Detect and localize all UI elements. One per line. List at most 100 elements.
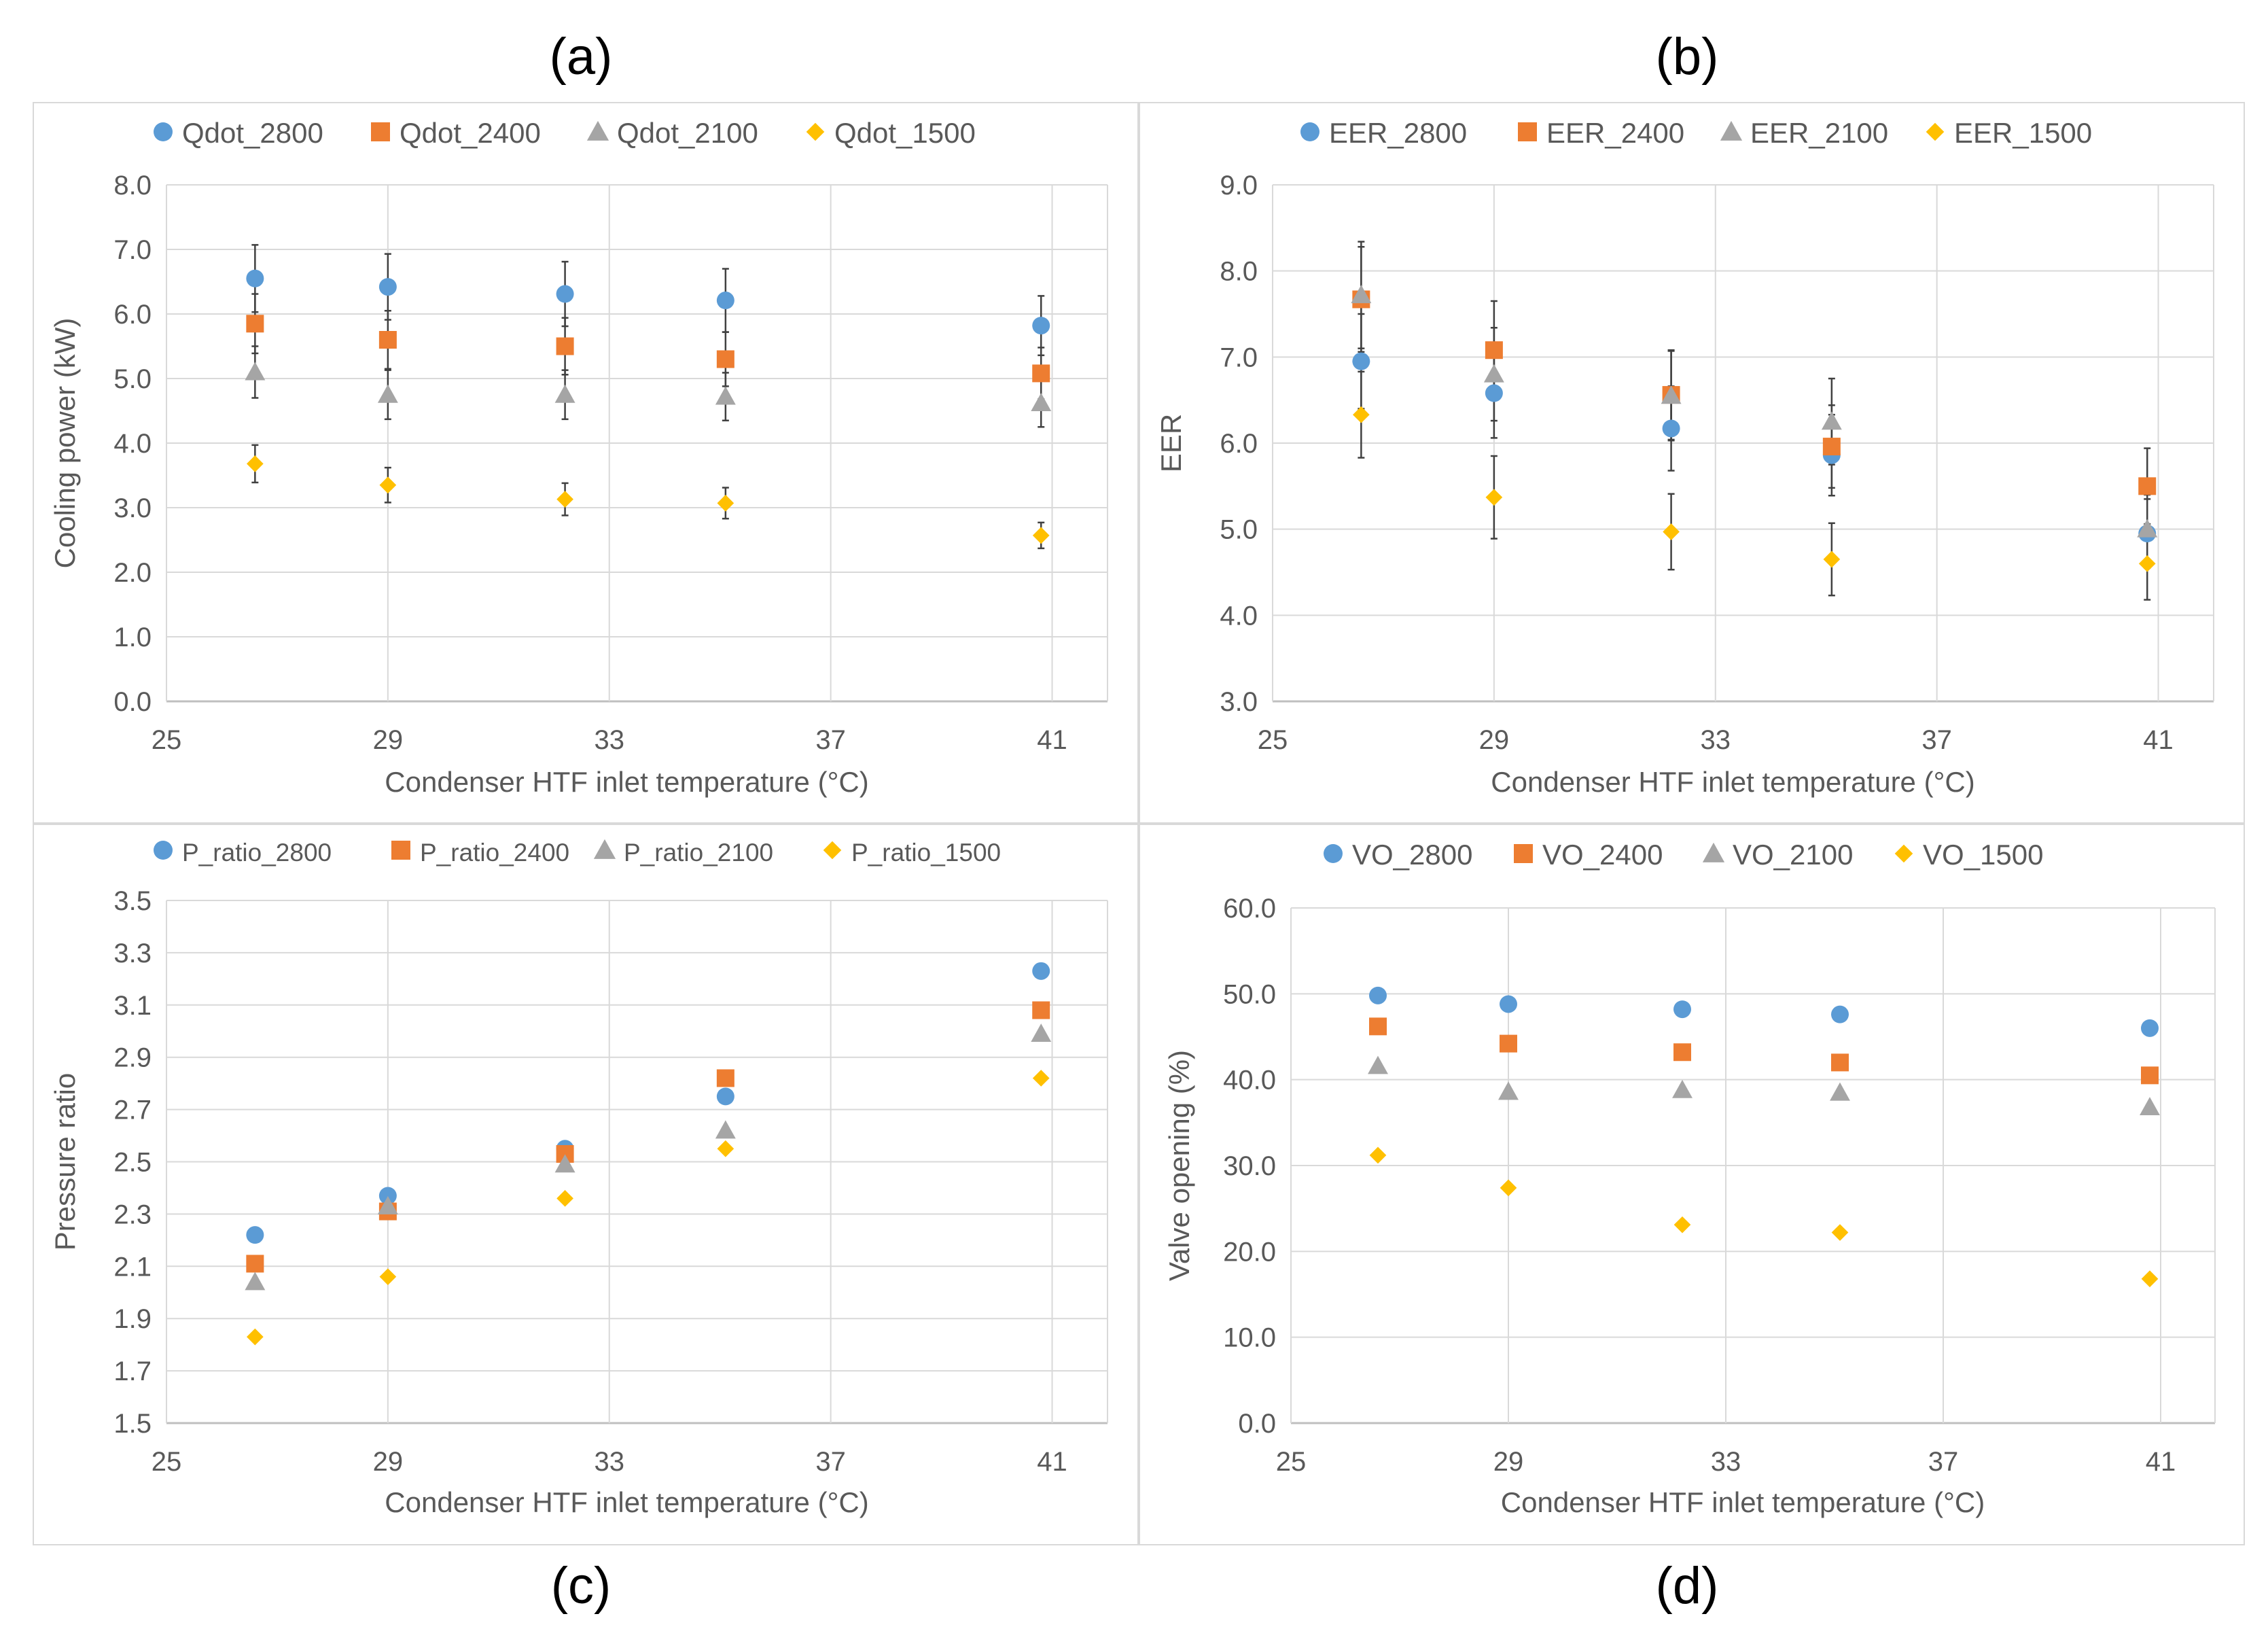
legend-marker-EER_2800 [1300,122,1319,141]
x-tick-label: 37 [1921,725,1952,755]
data-point-VO_2800 [2141,1019,2159,1037]
chart-c: 1.5 1.7 1.9 2.1 2.3 2.5 2.7 2.9 3.1 3.3 3.5 25 29 33 3… [49,839,1108,1518]
y-tick-label: 1.5 [113,1409,152,1439]
y-tick-label: 5.0 [113,364,152,394]
y-tick-label: 1.0 [113,623,152,652]
legend-marker-Qdot_1500 [806,122,825,141]
x-tick-label: 41 [2143,725,2174,755]
data-point-Qdot_2100 [715,386,736,405]
x-tick-label: 33 [1711,1447,1741,1477]
data-point-VO_2400 [2141,1066,2159,1085]
data-point-P_ratio_2800 [716,1087,734,1106]
data-point-VO_1500 [1831,1224,1849,1241]
data-point-EER_2100 [1483,364,1504,383]
chart-a-frame [33,102,1139,824]
x-axis-label: Condenser HTF inlet temperature (°C) [1501,1486,1985,1518]
data-point-P_ratio_1500 [556,1189,573,1207]
data-point-EER_2400 [1822,438,1841,456]
y-tick-label: 20.0 [1223,1237,1276,1267]
y-tick-label: 6.0 [1220,429,1258,459]
y-tick-label: 9.0 [1220,171,1258,200]
data-point-P_ratio_2100 [554,1154,575,1173]
data-point-Qdot_2800 [246,269,264,287]
data-point-EER_2100 [1351,285,1372,304]
y-tick-label: 2.7 [113,1096,152,1125]
panel-label-c: (c) [550,1557,612,1615]
y-tick-label: 0.0 [113,687,152,717]
data-point-Qdot_2400 [556,337,574,355]
y-tick-label: 3.3 [113,939,152,968]
data-point-EER_1500 [1823,550,1841,568]
x-tick-label: 41 [1037,1447,1067,1477]
legend-label-Qdot_2800: Qdot_2800 [182,117,323,149]
x-tick-label: 25 [1258,725,1288,755]
data-point-VO_2800 [1369,986,1387,1004]
data-point-VO_2400 [1369,1017,1387,1036]
legend-marker-P_ratio_2800 [154,841,173,860]
y-tick-label: 8.0 [113,171,152,200]
data-point-Qdot_2100 [554,384,575,403]
x-tick-label: 37 [1928,1447,1959,1477]
data-point-Qdot_2400 [716,350,734,368]
legend-marker-Qdot_2400 [371,122,390,141]
legend-label-EER_2800: EER_2800 [1329,117,1467,149]
data-point-Qdot_2400 [246,315,264,333]
data-point-P_ratio_1500 [247,1328,264,1346]
y-tick-label: 4.0 [1220,601,1258,631]
x-tick-label: 41 [1037,725,1067,755]
data-point-EER_1500 [2138,555,2156,572]
y-tick-label: 40.0 [1223,1066,1276,1096]
legend-marker-VO_2400 [1514,844,1533,863]
data-point-Qdot_2400 [378,331,397,349]
data-point-EER_1500 [1663,523,1680,540]
data-point-P_ratio_1500 [717,1140,734,1157]
legend-label-P_ratio_2100: P_ratio_2100 [624,839,773,866]
data-point-Qdot_1500 [379,476,397,494]
chart-b-frame [1139,102,2245,824]
data-point-P_ratio_1500 [1032,1070,1050,1087]
data-point-Qdot_2800 [556,285,574,303]
data-point-VO_1500 [2141,1270,2159,1288]
legend-label-VO_2100: VO_2100 [1733,839,1853,871]
data-point-EER_2100 [1661,385,1682,404]
x-tick-label: 25 [152,1447,182,1477]
y-tick-label: 3.0 [1220,687,1258,717]
data-point-Qdot_1500 [717,495,734,512]
x-tick-label: 37 [815,1447,846,1477]
y-tick-label: 7.0 [113,235,152,265]
y-axis-label: EER [1155,414,1187,472]
y-tick-label: 1.9 [113,1304,152,1334]
x-axis-label: Condenser HTF inlet temperature (°C) [1491,766,1974,798]
chart-d: 0.0 10.0 20.0 30.0 40.0 50.0 60.0 25 29 33 37 41 Con… [1163,839,2216,1518]
data-point-VO_1500 [1500,1179,1517,1197]
data-point-VO_2100 [1672,1079,1693,1098]
data-point-P_ratio_2800 [378,1187,397,1205]
y-tick-label: 2.9 [113,1043,152,1073]
legend-marker-P_ratio_1500 [823,841,842,860]
y-tick-label: 3.5 [113,886,152,916]
data-point-VO_2100 [1498,1081,1519,1100]
data-point-Qdot_2800 [716,292,734,310]
data-point-Qdot_2400 [1032,364,1050,383]
data-point-VO_2400 [1831,1053,1849,1072]
data-point-P_ratio_2400 [716,1069,734,1087]
x-tick-label: 33 [595,1447,625,1477]
y-tick-label: 4.0 [113,429,152,459]
data-point-Qdot_2100 [1031,393,1052,412]
y-tick-label: 1.7 [113,1356,152,1386]
legend-marker-EER_2400 [1518,122,1537,141]
data-point-P_ratio_2100 [377,1195,398,1214]
x-tick-label: 29 [373,1447,404,1477]
panel-label-d: (d) [1655,1557,1719,1615]
y-tick-label: 30.0 [1223,1151,1276,1181]
legend-label-P_ratio_2800: P_ratio_2800 [182,839,332,866]
legend-label-P_ratio_2400: P_ratio_2400 [420,839,569,866]
legend-label-VO_2800: VO_2800 [1352,839,1472,871]
data-point-EER_2100 [2137,519,2158,538]
data-point-EER_2100 [1821,411,1842,430]
data-point-EER_1500 [1485,489,1503,506]
x-tick-label: 25 [152,725,182,755]
data-point-EER_2400 [1485,341,1503,360]
data-point-VO_2400 [1673,1043,1691,1062]
data-point-Qdot_1500 [247,455,264,472]
